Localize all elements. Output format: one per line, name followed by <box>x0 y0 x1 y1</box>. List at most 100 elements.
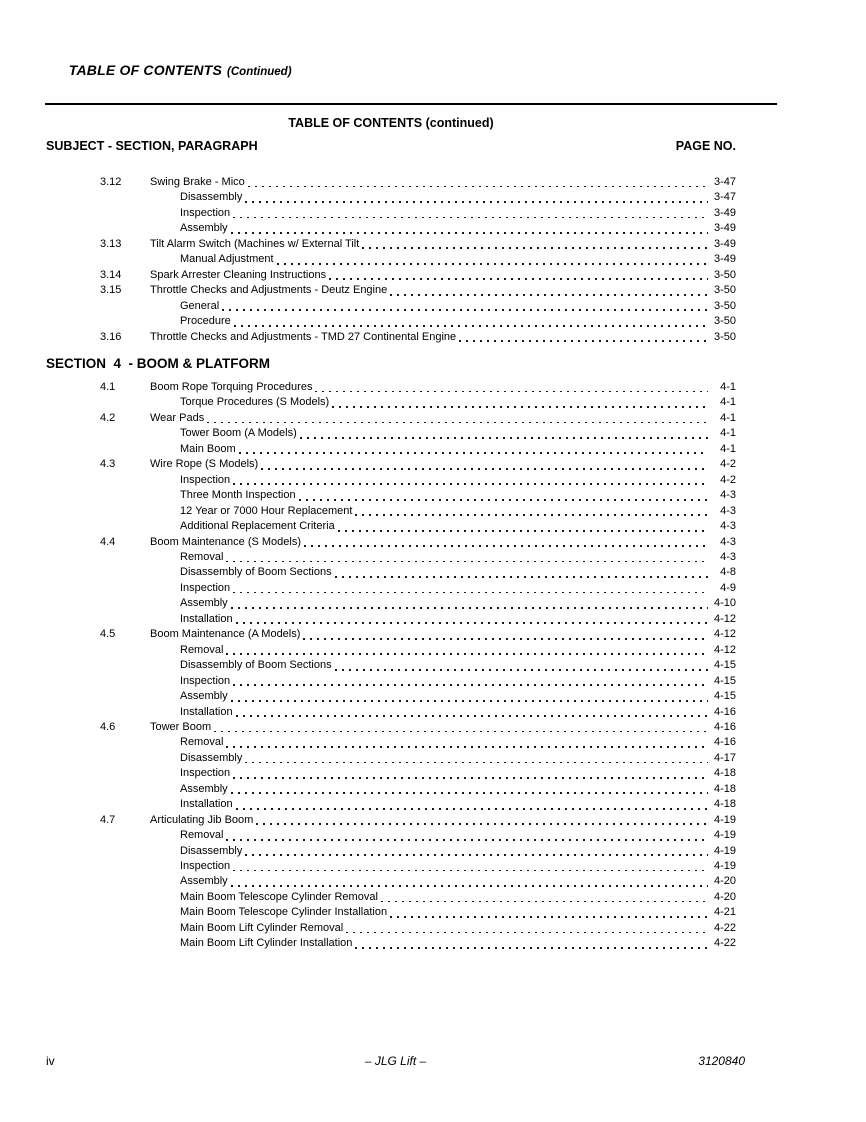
toc-entry-page: 4-17 <box>713 751 736 764</box>
toc-entry-number <box>100 395 150 410</box>
toc-entry-page: 3-50 <box>713 268 736 281</box>
toc-entry-number <box>100 550 150 565</box>
toc-entry-title: Assembly <box>180 690 228 703</box>
toc-entry-number: 3.12 <box>100 176 122 188</box>
toc-entry-number: 4.1 <box>100 380 116 393</box>
toc-entry-title: Boom Maintenance (S Models) <box>150 535 302 548</box>
toc-entry-title: Main Boom Lift Cylinder Installation <box>180 937 353 950</box>
toc-entry-row: Main Boom 4-1 <box>46 442 736 457</box>
toc-entry-row: Disassembly of Boom Sections 4-15 <box>46 658 736 673</box>
toc-entry-number <box>100 766 150 781</box>
dot-leader <box>226 653 708 656</box>
toc-entry-row: 12 Year or 7000 Hour Replacement 4-3 <box>46 504 736 519</box>
toc-entry-row: Inspection 4-19 <box>46 859 736 874</box>
toc-entry-page: 4-3 <box>720 520 736 533</box>
toc-entry-number <box>100 936 150 951</box>
toc-entry-title: Tower Boom (A Models) <box>180 427 297 440</box>
toc-entry-number <box>100 206 150 221</box>
toc-entry-number <box>100 859 150 874</box>
toc-entry-page: 4-12 <box>713 612 736 625</box>
toc-entry-number <box>100 488 150 503</box>
toc-entry-page: 4-12 <box>713 628 736 641</box>
toc-entry-number <box>100 689 150 704</box>
toc-entry-page: 4-2 <box>720 458 736 471</box>
toc-entry-row: Torque Procedures (S Models) 4-1 <box>46 395 736 410</box>
toc-entry-title: Wire Rope (S Models) <box>150 458 259 471</box>
toc-entry-row: 3.15 Throttle Checks and Adjustments - D… <box>46 283 736 298</box>
toc-entry-number: 4.5 <box>100 628 116 641</box>
dot-leader <box>334 576 708 578</box>
toc-entry-page: 4-15 <box>713 659 736 672</box>
toc-entry-row: Inspection 4-15 <box>46 674 736 689</box>
toc-entry-number: 4.2 <box>100 411 116 424</box>
toc-entry-title: Assembly <box>180 222 228 235</box>
toc-entry-page: 4-1 <box>720 380 736 393</box>
toc-entry-title: Disassembly of Boom Sections <box>180 566 332 579</box>
toc-entry-page: 4-20 <box>713 890 736 903</box>
toc-entry-row: Main Boom Lift Cylinder Removal 4-22 <box>46 921 736 936</box>
dot-leader <box>235 807 708 810</box>
dot-leader <box>245 201 708 203</box>
toc-entry-page: 3-49 <box>713 237 736 250</box>
toc-entry-number <box>100 504 150 519</box>
toc-entry-row: Disassembly of Boom Sections 4-8 <box>46 565 736 580</box>
toc-entry-title: Assembly <box>180 782 228 795</box>
toc-entry-title: Additional Replacement Criteria <box>180 520 335 533</box>
toc-entry-row: Tower Boom (A Models) 4-1 <box>46 426 736 441</box>
toc-entry-title: Tilt Alarm Switch (Machines w/ External … <box>150 237 360 250</box>
toc-entry-row: 4.1 Boom Rope Torquing Procedures 4-1 <box>46 380 736 395</box>
toc-entry-number <box>100 565 150 580</box>
toc-entry-row: Assembly 4-20 <box>46 874 736 889</box>
toc-entry-page: 4-18 <box>713 767 736 780</box>
toc-entry-row: Removal 4-19 <box>46 828 736 843</box>
toc-entry-title: Boom Rope Torquing Procedures <box>150 380 313 393</box>
dot-leader <box>214 730 708 733</box>
toc-entry-row: 4.7 Articulating Jib Boom 4-19 <box>46 813 736 828</box>
toc-entry-row: Installation 4-16 <box>46 705 736 720</box>
toc-entry-number: 3.13 <box>100 237 122 250</box>
toc-entry-title: Throttle Checks and Adjustments - TMD 27… <box>150 330 457 343</box>
toc-entry-title: Disassembly <box>180 191 243 204</box>
dot-leader <box>315 390 708 393</box>
toc-entry-number <box>100 797 150 812</box>
toc-entry-number <box>100 674 150 689</box>
dot-leader <box>233 776 708 779</box>
dot-leader <box>245 761 708 764</box>
toc-entry-number <box>100 658 150 673</box>
dot-leader <box>332 406 708 408</box>
toc-entry-page: 4-18 <box>713 782 736 795</box>
dot-leader <box>226 746 708 748</box>
running-header-suffix: (Continued) <box>227 66 292 78</box>
toc-entry-title: Main Boom Telescope Cylinder Removal <box>180 890 378 903</box>
toc-entry-number <box>100 643 150 658</box>
section-header: SECTION 4 - BOOM & PLATFORM <box>46 355 270 371</box>
toc-entry-page: 3-47 <box>713 176 736 188</box>
toc-entry-title: Inspection <box>180 860 231 873</box>
dot-leader <box>230 232 708 234</box>
dot-leader <box>334 668 708 671</box>
toc-entry-page: 3-50 <box>713 284 736 297</box>
toc-entry-number: 3.15 <box>100 284 122 297</box>
toc-entry-title: Removal <box>180 643 224 656</box>
toc-entry-page: 4-1 <box>720 396 736 409</box>
toc-entry-number <box>100 735 150 750</box>
toc-entry-title: Installation <box>180 705 233 718</box>
toc-entry-row: 4.2 Wear Pads 4-1 <box>46 411 736 426</box>
toc-entry-title: Spark Arrester Cleaning Instructions <box>150 268 327 281</box>
toc-entry-page: 4-9 <box>720 581 736 594</box>
toc-entry-row: 3.16 Throttle Checks and Adjustments - T… <box>46 330 736 345</box>
toc-entry-number <box>100 581 150 596</box>
toc-entry-page: 4-16 <box>713 705 736 718</box>
toc-entry-number <box>100 782 150 797</box>
toc-entry-row: Manual Adjustment 3-49 <box>46 252 736 267</box>
folio-page-number: iv <box>46 1054 55 1068</box>
dot-leader <box>207 421 708 424</box>
page-column-label: PAGE NO. <box>675 139 736 153</box>
toc-entry-row: Inspection 4-18 <box>46 766 736 781</box>
dot-leader <box>256 823 708 826</box>
toc-entry-row: Main Boom Telescope Cylinder Installatio… <box>46 905 736 920</box>
toc-entry-row: Assembly 4-10 <box>46 596 736 611</box>
toc-entry-page: 3-47 <box>713 191 736 204</box>
page-footer: iv – JLG Lift – 3120840 <box>46 1054 745 1068</box>
toc-entry-page: 4-2 <box>720 473 736 486</box>
